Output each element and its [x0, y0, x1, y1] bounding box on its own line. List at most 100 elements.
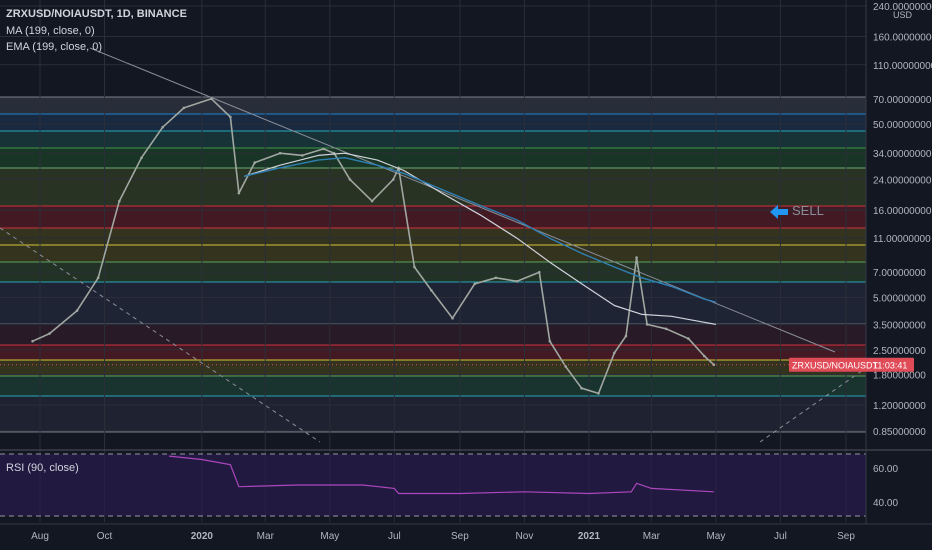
- fib-band: [0, 148, 866, 168]
- time-tick-label: May: [320, 531, 339, 542]
- price-tick-label: 160.00000000: [873, 33, 932, 44]
- price-tick-label: 1.20000000: [873, 401, 926, 412]
- price-tick-label: 5.00000000: [873, 294, 926, 305]
- rsi-tick-label: 40.00: [873, 498, 898, 509]
- price-tick-label: 24.00000000: [873, 175, 932, 186]
- price-tick-label: 240.00000000: [873, 2, 932, 13]
- price-point: [664, 327, 668, 331]
- price-point: [430, 289, 433, 292]
- fib-band: [0, 114, 866, 131]
- price-point: [48, 332, 51, 335]
- fib-band: [0, 168, 866, 206]
- price-point: [161, 125, 164, 129]
- fib-band: [0, 360, 866, 376]
- time-tick-label: Mar: [643, 531, 661, 542]
- price-point: [451, 316, 454, 320]
- ma-series-line: [243, 152, 717, 325]
- arrow-left-icon: [770, 204, 788, 219]
- price-tick-label: 110.00000000: [873, 61, 932, 72]
- time-tick-label: 2021: [578, 531, 601, 542]
- price-tick-label: 7.00000000: [873, 268, 926, 279]
- time-tick-label: Nov: [516, 531, 534, 542]
- price-axis-unit: USD: [893, 10, 913, 20]
- time-tick-label: May: [706, 531, 725, 542]
- price-point: [413, 265, 416, 269]
- fib-band: [0, 282, 866, 324]
- price-point: [391, 178, 395, 181]
- series-layer: [31, 97, 717, 395]
- rsi-band-fill: [0, 454, 866, 516]
- ema-series-line: [243, 156, 717, 303]
- time-tick-label: Mar: [257, 531, 275, 542]
- price-point: [140, 156, 143, 160]
- dashed-trendline-left: [0, 227, 321, 443]
- price-tick-label: 34.00000000: [873, 149, 932, 160]
- ma-legend[interactable]: MA (199, close, 0): [6, 25, 95, 37]
- time-tick-label: Jul: [388, 531, 401, 542]
- price-tick-label: 16.00000000: [873, 206, 932, 217]
- rsi-tick-label: 60.00: [873, 464, 898, 475]
- time-tick-label: Sep: [837, 531, 855, 542]
- price-point: [687, 337, 690, 340]
- last-price-tag-bg: [789, 357, 914, 372]
- time-tick-label: Jul: [774, 531, 787, 542]
- price-point: [237, 191, 241, 195]
- fib-band: [0, 97, 866, 114]
- time-tick-label: 2020: [191, 531, 214, 542]
- rsi-legend[interactable]: RSI (90, close): [6, 462, 79, 474]
- price-point: [613, 351, 616, 355]
- price-point: [473, 282, 477, 286]
- rsi-series-line: [168, 455, 714, 495]
- sell-annotation: SELL: [770, 203, 824, 219]
- price-point: [118, 199, 121, 203]
- price-point: [278, 151, 282, 155]
- last-price-tag-countdown: 11:03:41: [873, 361, 907, 371]
- price-point: [322, 147, 325, 151]
- price-point: [348, 178, 352, 181]
- sell-label: SELL: [792, 203, 824, 218]
- fib-band: [0, 345, 866, 360]
- time-tick-label: Aug: [31, 531, 49, 542]
- price-tick-label: 0.85000000: [873, 427, 926, 438]
- price-point: [645, 323, 649, 326]
- price-point: [537, 270, 541, 274]
- price-point: [370, 199, 374, 203]
- price-tick-label: 11.00000000: [873, 234, 931, 245]
- ema-legend[interactable]: EMA (199, close, 0): [6, 41, 102, 53]
- price-point: [548, 339, 552, 343]
- price-point: [702, 354, 706, 358]
- price-point: [712, 363, 716, 366]
- price-tick-label: 3.50000000: [873, 320, 926, 331]
- price-point: [210, 97, 213, 101]
- price-point: [624, 334, 628, 338]
- price-tick-label: 1.80000000: [873, 370, 926, 381]
- time-axis: Aug Oct 2020 Mar May Jul Sep Nov 2021 Mar May Jul Se…: [0, 523, 932, 542]
- time-tick-label: Sep: [451, 531, 469, 542]
- price-point: [494, 276, 498, 280]
- price-point: [96, 276, 100, 280]
- symbol-legend[interactable]: ZRXUSD/NOIAUSDT, 1D, BINANCE: [6, 8, 187, 20]
- fib-band: [0, 206, 866, 228]
- price-tick-label: 50.00000000: [873, 120, 932, 131]
- price-point: [635, 256, 638, 259]
- last-price-tag-symbol: ZRXUSD/NOIAUSDT: [792, 361, 879, 371]
- price-point: [253, 161, 257, 164]
- price-point: [597, 392, 600, 395]
- rsi-pane: 60.00 40.00: [0, 449, 932, 517]
- price-point: [229, 115, 232, 119]
- price-tick-label: 70.00000000: [873, 95, 932, 106]
- fib-band: [0, 396, 866, 432]
- price-point: [564, 365, 567, 368]
- fib-bands: [0, 96, 866, 433]
- price-point: [580, 386, 583, 390]
- price-point: [31, 339, 34, 343]
- price-tick-label: 2.50000000: [873, 346, 926, 357]
- price-axis: 240.00000000 160.00000000 110.00000000 70.0…: [865, 0, 932, 524]
- dashed-trendline-right: [759, 367, 867, 443]
- fib-band: [0, 324, 866, 345]
- price-point: [515, 280, 519, 283]
- price-point: [301, 154, 304, 157]
- price-point: [75, 309, 79, 312]
